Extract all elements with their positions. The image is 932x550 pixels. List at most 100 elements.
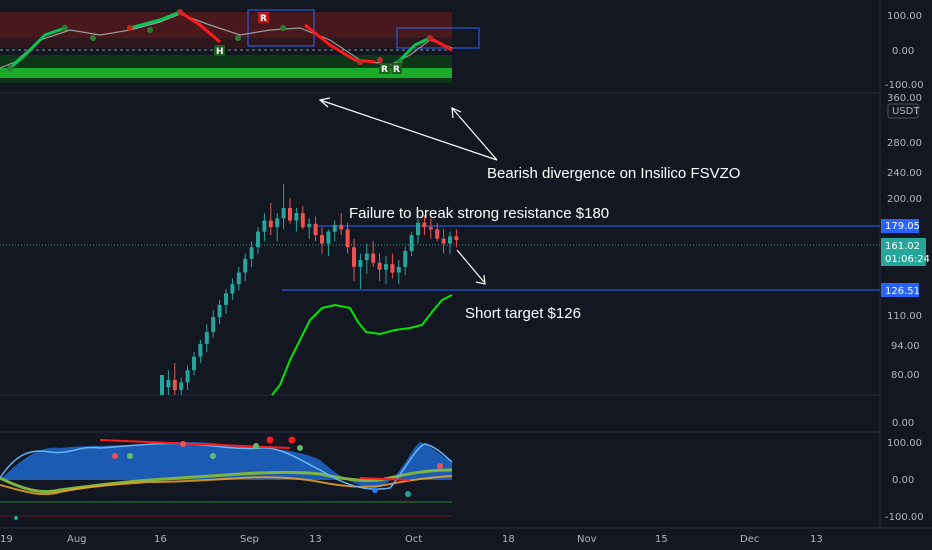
support-price-label	[881, 283, 919, 297]
time-axis-label: Dec	[740, 534, 759, 545]
candle-body	[377, 262, 382, 270]
osc-dot	[253, 443, 259, 449]
currency-label: USDT	[892, 106, 920, 117]
signal-dot	[177, 9, 183, 15]
osc-dot	[372, 487, 378, 493]
green-band	[0, 68, 452, 78]
candle-body	[249, 247, 254, 259]
main-panel-tick: 280.00	[887, 138, 922, 149]
osc-dot	[14, 516, 18, 520]
top-indicator-panel: R H R R	[0, 9, 480, 83]
signal-dot	[357, 59, 363, 65]
candle-body	[262, 220, 267, 232]
candle-body	[294, 213, 299, 221]
candle-body	[179, 382, 184, 391]
target-arrow-shaft	[456, 249, 485, 283]
candle-body	[236, 272, 241, 285]
red-line-seg-2	[304, 23, 376, 64]
green-line-seg-3	[393, 36, 431, 67]
signal-dot	[427, 35, 433, 41]
target-arrow-head	[475, 274, 486, 285]
main-panel-tick: 360.00	[887, 93, 922, 104]
resistance-price-label	[881, 219, 919, 233]
time-axis-label: Sep	[240, 534, 259, 545]
main-panel-tick: 80.00	[891, 370, 920, 381]
signal-dot	[235, 35, 241, 41]
osc-dot	[437, 463, 443, 469]
oscillator-green-line	[0, 468, 453, 494]
candle-body	[288, 207, 292, 221]
candle-body	[300, 213, 305, 228]
top-panel-tick: 0.00	[892, 46, 914, 57]
candle-body	[217, 304, 222, 318]
candle-body	[166, 379, 171, 388]
candle-body	[454, 236, 459, 240]
divergence-annotation: Bearish divergence on Insilico FSVZO	[487, 165, 740, 182]
candle-body	[281, 207, 286, 219]
candle-body	[230, 284, 235, 294]
marker-r-3	[391, 63, 402, 74]
candle-body	[448, 236, 452, 244]
signal-dot	[62, 25, 68, 31]
candle-body	[422, 222, 427, 228]
support-price-text: 126.51	[885, 286, 920, 297]
osc-divergence-line-2	[359, 477, 411, 481]
signal-dot	[7, 65, 13, 71]
divergence-box-1	[247, 9, 315, 47]
time-axis-label: Oct	[405, 534, 422, 545]
candle-body	[364, 253, 369, 261]
candle-body	[352, 247, 356, 267]
osc-dot	[127, 453, 133, 459]
current-price-text: 161.02	[885, 241, 920, 252]
countdown-text: 01:06:24	[885, 254, 930, 265]
time-axis-label: Nov	[577, 534, 597, 545]
divergence-arrow-2	[451, 107, 498, 161]
candle-body	[441, 238, 446, 244]
candle-body	[268, 220, 273, 228]
candle-body	[403, 251, 408, 267]
currency-badge[interactable]	[887, 103, 919, 119]
signal-dot	[90, 35, 96, 41]
candle-body	[320, 235, 324, 244]
target-annotation: Short target $126	[465, 305, 581, 322]
oscillator-area	[0, 441, 452, 487]
candle-body	[435, 229, 440, 239]
resistance-price-text: 179.05	[885, 221, 920, 232]
candle-body	[256, 231, 260, 248]
red-zone	[0, 12, 452, 38]
resistance-annotation: Failure to break strong resistance $180	[349, 205, 609, 222]
candle-body	[384, 264, 388, 270]
candle-body	[332, 224, 337, 232]
candle-body	[204, 331, 209, 344]
signal-dot	[127, 25, 133, 31]
candle-body	[224, 293, 228, 305]
current-price-label	[881, 238, 926, 266]
main-price-panel: Bearish divergence on Insilico FSVZO Fai…	[0, 97, 880, 396]
bottom-oscillator-panel	[0, 436, 453, 520]
time-axis-label: Aug	[67, 534, 87, 545]
candle-body	[326, 231, 331, 244]
marker-r-2-label: R	[381, 65, 388, 75]
top-panel-tick: -100.00	[885, 80, 924, 91]
main-panel-tick: 110.00	[887, 311, 922, 322]
candle-body	[396, 266, 401, 273]
signal-dot	[280, 25, 286, 31]
divergence-arrow-1	[319, 99, 498, 161]
osc-dot	[297, 445, 303, 451]
osc-dot	[405, 491, 411, 497]
top-panel-tick: 100.00	[887, 11, 922, 22]
time-axis-label: 19	[0, 534, 13, 545]
time-axis-label: 13	[810, 534, 823, 545]
bottom-panel-tick: -100.00	[885, 512, 924, 523]
candle-body	[185, 370, 190, 383]
red-line-seg-3	[429, 36, 453, 52]
candle-body	[172, 379, 177, 391]
time-axis[interactable]: 19 Aug 16 Sep 13 Oct 18 Nov 15 Dec 13	[0, 534, 823, 545]
marker-r-1-label: R	[260, 14, 267, 24]
candle-body	[307, 223, 312, 228]
time-axis-label: 13	[309, 534, 322, 545]
marker-h	[214, 45, 225, 56]
candle-body	[345, 229, 350, 248]
right-price-axis[interactable]: 100.00 0.00 -100.00 360.00 USDT 280.00 2…	[881, 11, 930, 523]
